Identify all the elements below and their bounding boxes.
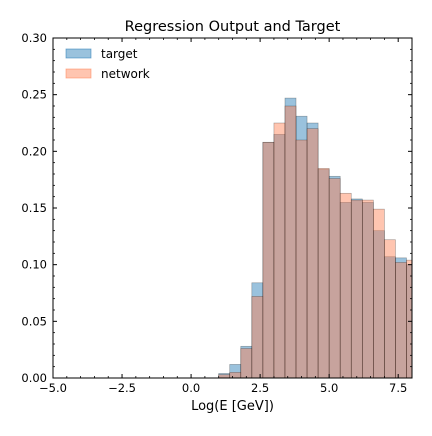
network-bar: [229, 372, 242, 378]
series-network: [218, 105, 412, 378]
network-bar: [306, 128, 319, 378]
x-axis-label: Log(E [GeV]): [191, 399, 274, 414]
network-bar: [373, 208, 385, 378]
target-bar: [328, 175, 341, 378]
legend-swatch-network: [65, 68, 92, 79]
y-axis: 0.00 0.05 0.10 0.15 0.20 0.25 0.30: [21, 31, 412, 385]
network-bar: [406, 259, 412, 378]
target-bar: [262, 141, 275, 378]
network-bar: [395, 262, 407, 378]
network-bar: [251, 296, 264, 378]
x-tick-label: −2.5: [108, 381, 136, 395]
y-tick-label: 0.15: [21, 201, 47, 215]
network-bar: [384, 239, 396, 378]
y-tick-label: 0.30: [21, 31, 47, 45]
target-bar: [273, 134, 286, 378]
x-tick-label: 0.0: [182, 381, 200, 395]
target-bar: [306, 122, 319, 378]
y-tick-label: 0.00: [21, 371, 47, 385]
target-bar: [339, 202, 352, 378]
y-tick-label: 0.05: [21, 314, 47, 328]
x-tick-label: 2.5: [251, 381, 269, 395]
y-tick-label: 0.25: [21, 88, 47, 102]
network-bar: [273, 122, 286, 378]
network-bar: [218, 374, 231, 378]
target-bar: [218, 373, 231, 378]
network-bar: [361, 199, 374, 378]
legend-swatch-target: [65, 48, 92, 59]
network-bar: [284, 105, 297, 378]
chart-title: Regression Output and Target: [125, 19, 341, 35]
target-bar: [361, 202, 374, 378]
x-tick-label: 7.5: [389, 381, 407, 395]
network-bar: [295, 139, 308, 378]
network-bar: [262, 141, 275, 378]
y-tick-label: 0.10: [21, 258, 47, 272]
legend: target network: [65, 47, 150, 81]
network-bar: [339, 192, 352, 378]
target-bar: [373, 230, 385, 378]
x-tick-label: 5.0: [320, 381, 338, 395]
x-tick-label: −5.0: [39, 381, 67, 395]
target-bar: [384, 256, 396, 378]
y-tick-label: 0.20: [21, 144, 47, 158]
x-axis: −5.0 −2.5 0.0 2.5 5.0 7.5: [39, 38, 413, 395]
target-bar: [395, 257, 407, 378]
legend-label-network: network: [101, 67, 150, 81]
network-bar: [350, 199, 363, 378]
network-bar: [328, 178, 341, 378]
target-bar: [350, 198, 363, 378]
legend-label-target: target: [101, 47, 138, 61]
network-bar: [317, 168, 330, 378]
network-bar: [240, 348, 253, 378]
target-bar: [317, 169, 330, 378]
histogram-bars: [218, 97, 412, 378]
